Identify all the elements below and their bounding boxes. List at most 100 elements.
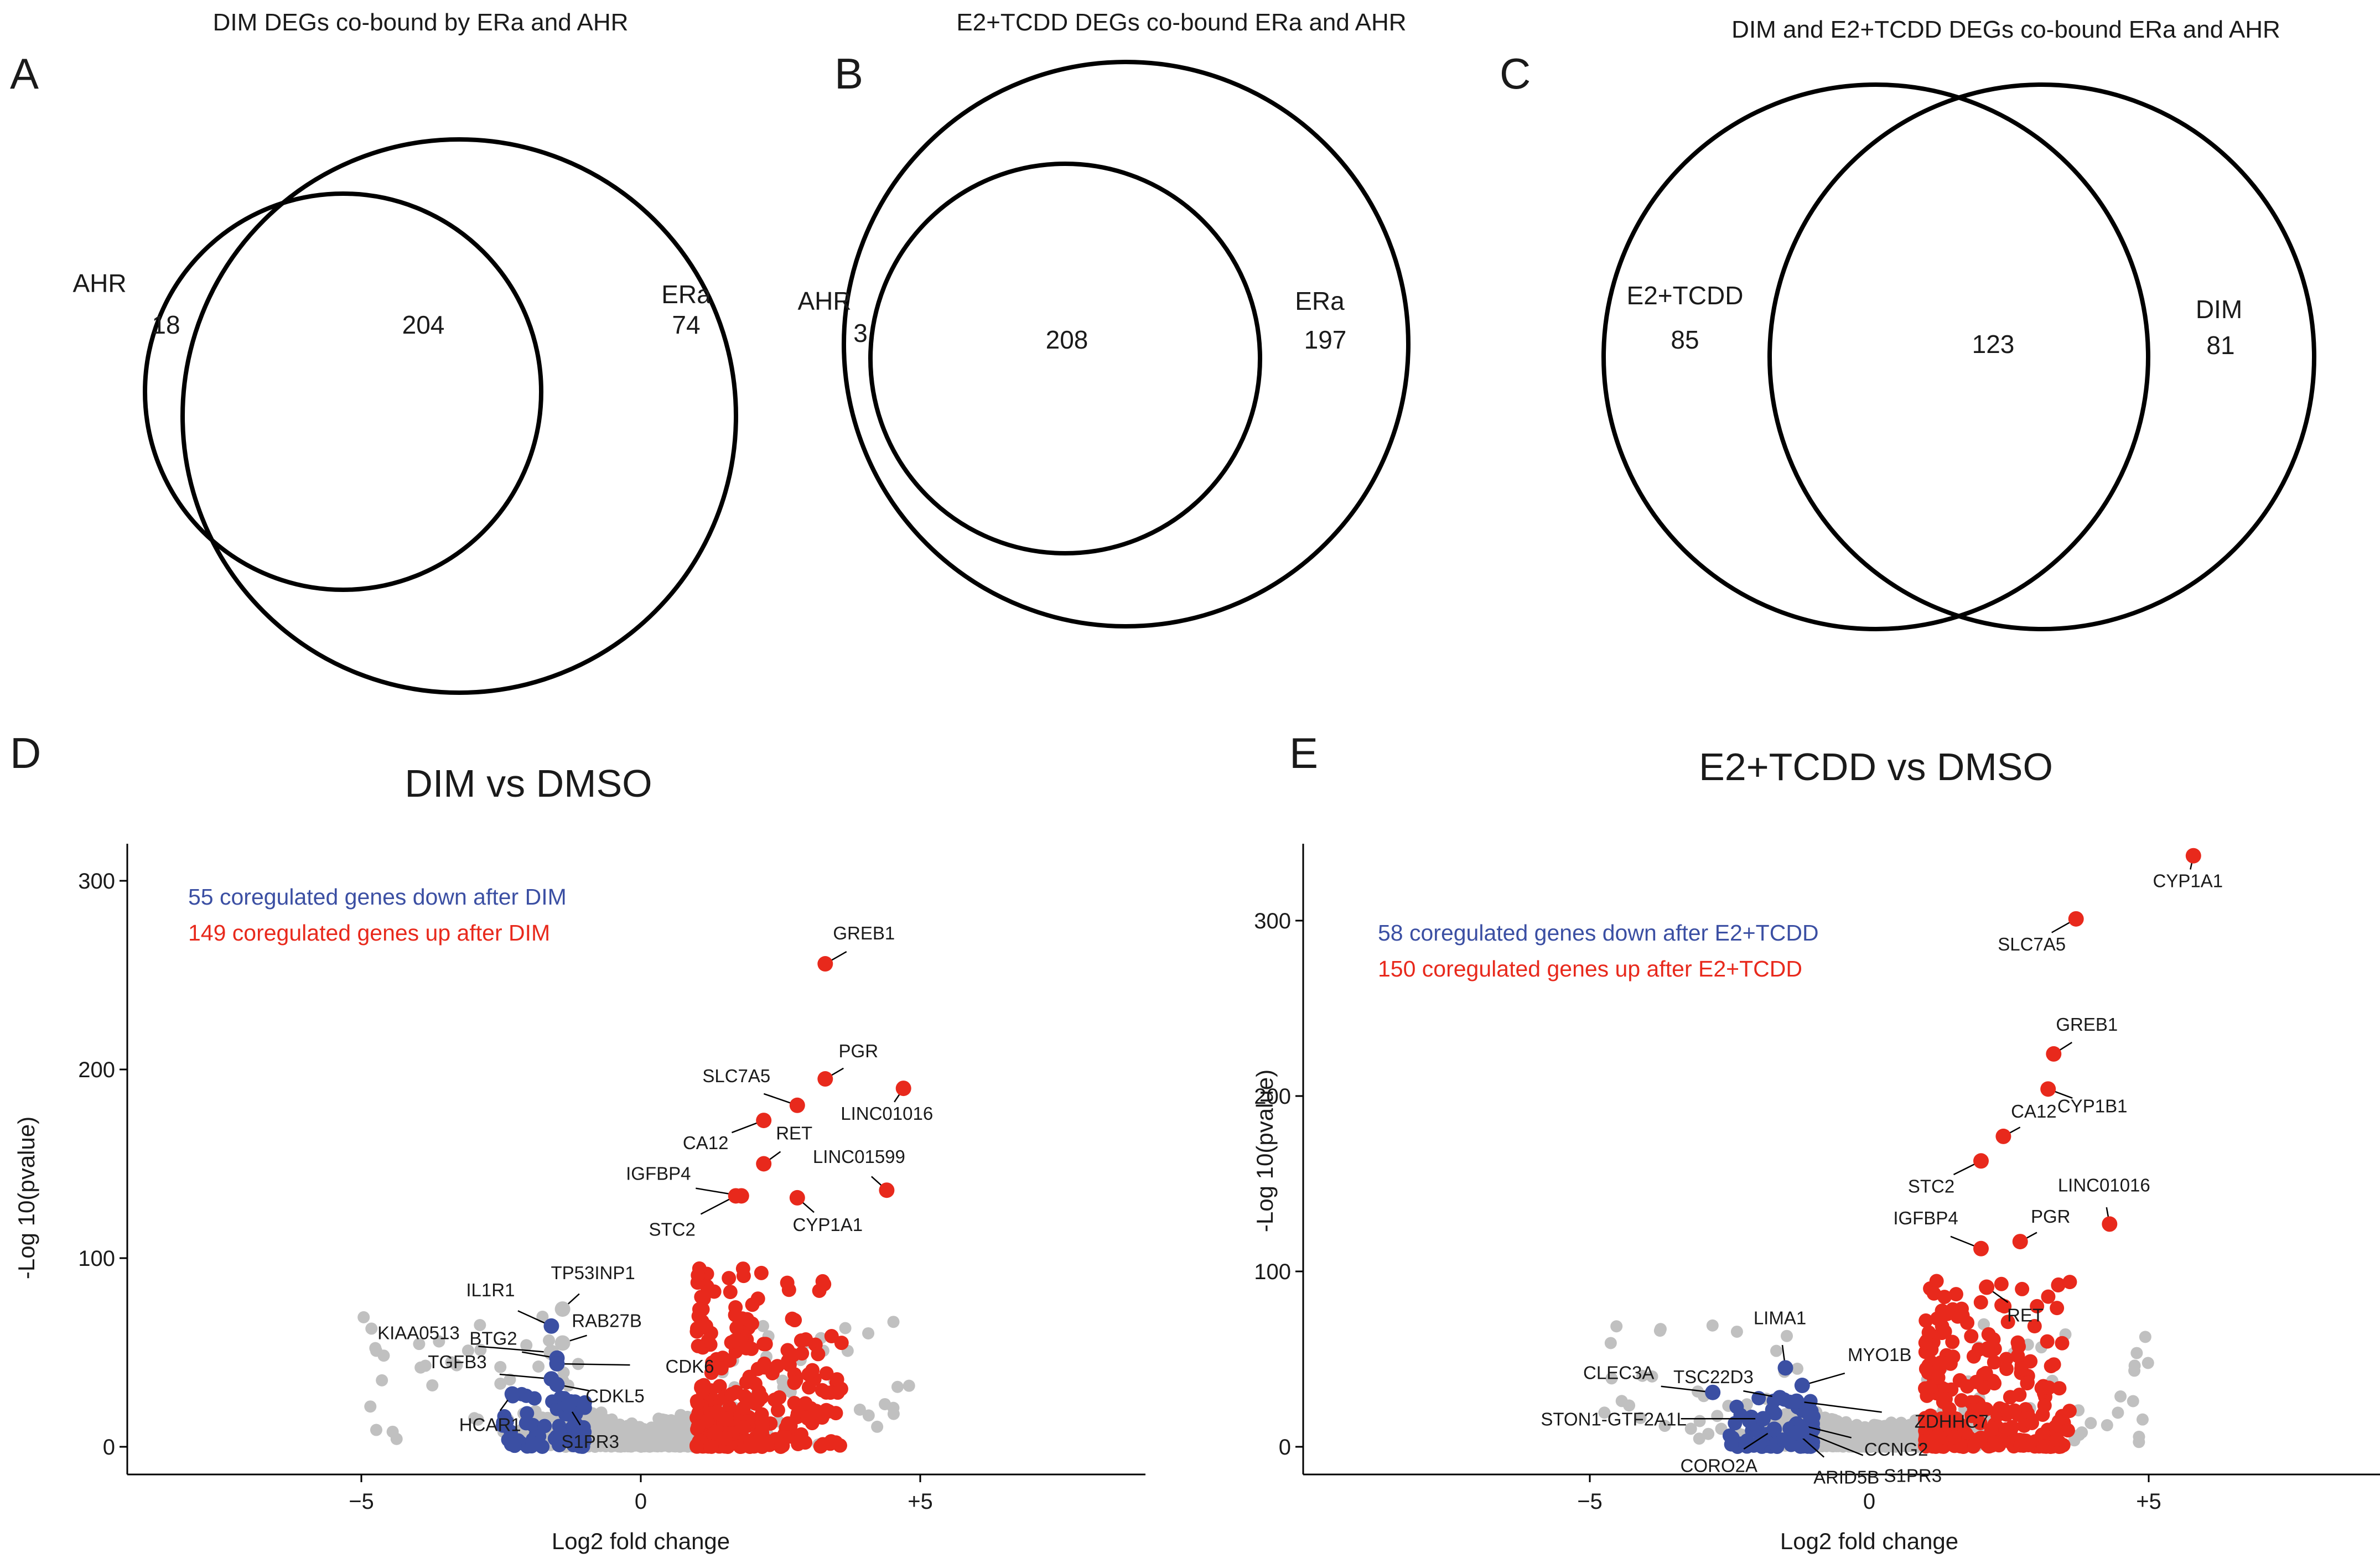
count-left-only: 18 [152,310,180,339]
up-point [1981,1327,1996,1342]
down-point [496,1415,511,1430]
down-point [525,1436,540,1451]
count-right-only: 197 [1304,325,1347,354]
up-point [724,1386,739,1401]
venn-circle-e2tcdd [1601,82,2150,631]
gene-label: S1PR3 [561,1431,619,1452]
up-point [698,1318,713,1333]
up-point [2007,1403,2022,1418]
up-point [1973,1415,1988,1430]
set-label-right: DIM [2196,295,2242,324]
count-right-only: 74 [672,310,700,339]
up-point [1969,1374,1984,1389]
up-point [1921,1325,1936,1340]
background-point [862,1409,875,1422]
background-point [468,1412,481,1425]
background-point [1636,1369,1649,1382]
gene-label: ZDHHC7 [1915,1411,1989,1432]
background-point [853,1403,866,1416]
background-point [1791,1362,1804,1375]
up-point [1929,1274,1944,1289]
up-point [1980,1341,1995,1356]
up-point [791,1437,806,1452]
x-tick-label: +5 [2136,1489,2161,1514]
down-point [577,1395,592,1410]
up-point [1933,1355,1948,1370]
background-point [620,1437,632,1450]
up-point [2040,1334,2055,1349]
up-point [829,1372,844,1387]
background-point [2112,1406,2124,1419]
gene-label: LIMA1 [1754,1307,1806,1328]
up-point [767,1392,782,1407]
gene-label: IGFBP4 [1893,1208,1958,1228]
x-tick-label: 0 [1863,1489,1875,1514]
background-point [2073,1429,2086,1441]
volcano-title-e: E2+TCDD vs DMSO [1699,745,2053,788]
background-point [1730,1325,1743,1338]
y-tick-label: 100 [78,1247,115,1271]
set-label-left: AHR [797,287,851,315]
venn-panel-c: C DIM and E2+TCDD DEGs co-bound ERa and … [1500,16,2316,631]
background-point [562,1379,574,1392]
up-point [774,1437,789,1452]
labeled-gene-point [1766,1421,1782,1437]
up-point [2044,1359,2058,1374]
up-point [1998,1422,2013,1437]
up-point [1967,1437,1982,1452]
labeled-gene-point [2185,848,2201,864]
background-point [504,1373,516,1386]
up-point [2034,1380,2049,1395]
y-tick-label: 300 [1254,909,1291,933]
set-label-right: ERa [661,280,711,309]
gene-label: KIAA0513 [377,1323,460,1343]
background-point [2128,1364,2141,1377]
gene-leader-line [1802,1430,1864,1456]
gene-label: S1PR3 [1884,1465,1942,1486]
count-left-only: 3 [853,319,868,347]
up-point [2062,1275,2077,1290]
labeled-gene-point [2012,1234,2028,1250]
up-point [811,1347,826,1362]
background-point [662,1432,675,1445]
background-point [357,1311,370,1323]
labeled-gene-point [1794,1378,1810,1394]
background-point [536,1310,549,1323]
gene-label: PGR [2031,1206,2071,1227]
background-point [2139,1331,2151,1343]
up-point [805,1363,820,1378]
gene-label: CA12 [2011,1101,2057,1121]
background-point [1653,1325,1666,1337]
gene-leader-line [499,1373,552,1380]
background-point [413,1338,426,1351]
labeled-gene-point [2068,911,2084,927]
gene-label: CCNG2 [1864,1439,1928,1460]
gene-label: LINC01599 [813,1146,905,1167]
up-point [696,1384,711,1399]
up-point [691,1338,706,1353]
background-point [879,1398,891,1410]
background-point [2133,1436,2145,1448]
panel-letter-a: A [10,49,39,98]
up-point [819,1366,834,1381]
gene-leader-line [557,1363,630,1366]
down-point [1802,1410,1817,1425]
up-point [729,1320,744,1335]
down-point [519,1388,534,1403]
up-point [1978,1365,1993,1380]
panel-letter-d: D [10,729,41,777]
background-point [370,1424,382,1436]
legend-down-text: 55 coregulated genes down after DIM [188,884,567,910]
up-point [691,1268,706,1283]
up-point [2024,1415,2039,1430]
up-point [722,1271,737,1286]
x-tick-label: +5 [908,1489,933,1514]
gene-label: CYP1A1 [793,1214,863,1235]
labeled-gene-point [554,1335,571,1351]
background-point [377,1349,390,1362]
up-point [736,1269,751,1284]
background-point [462,1344,474,1357]
up-point [780,1275,795,1290]
up-point [723,1285,738,1300]
gene-leader-line [1796,1400,1882,1413]
